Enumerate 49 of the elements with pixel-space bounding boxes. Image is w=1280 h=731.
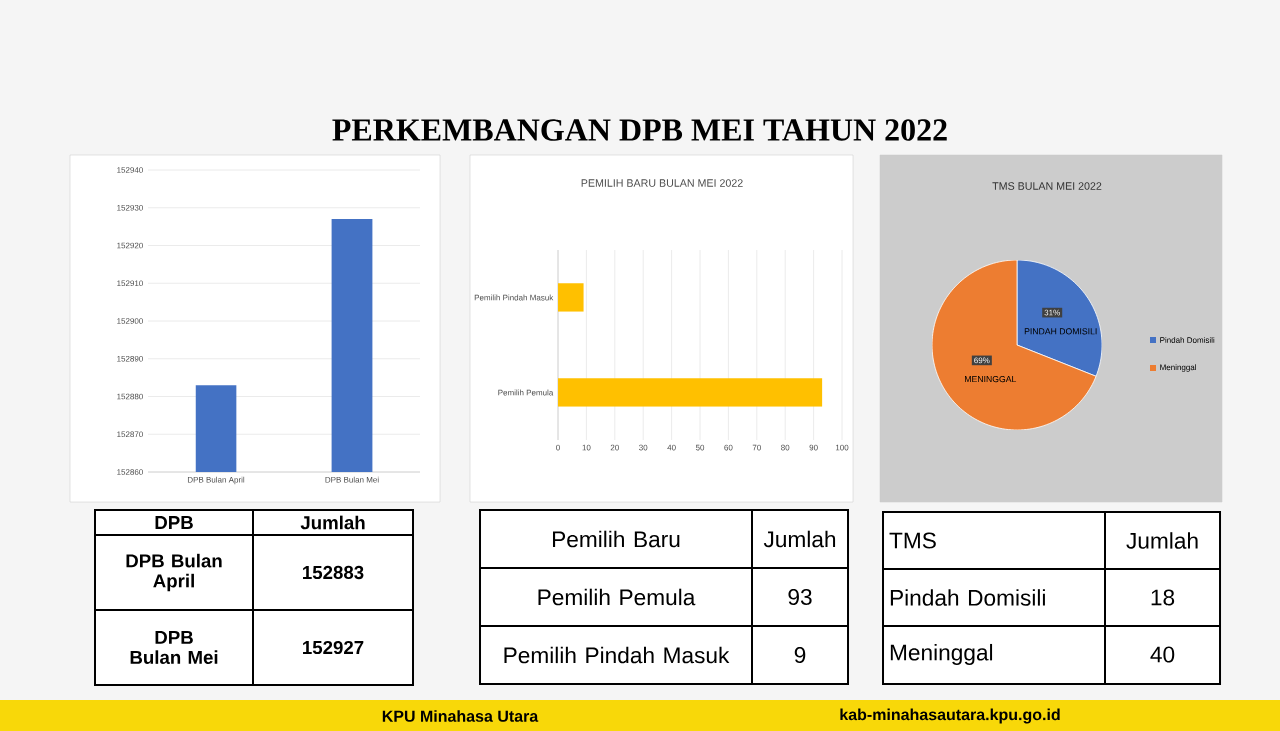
text: Meninggal (890, 643, 993, 666)
text: Pemilih Pindah Masuk (504, 646, 730, 664)
text: DPB Bulan April (126, 553, 222, 592)
text: 93 (788, 588, 812, 606)
text: PERKEMBANGAN DPB MEI TAHUN 2022 (332, 119, 947, 141)
legend-label: Pindah Domisili (1160, 337, 1215, 343)
text: 18 (1151, 589, 1175, 606)
text: Jumlah (763, 530, 836, 548)
text: PINDAH DOMISILI (1024, 328, 1097, 335)
x-tick-label: 40 (667, 444, 676, 451)
y-tick-label: 152880 (117, 393, 143, 400)
x-tick-label: 100 (835, 444, 849, 451)
x-tick-label: 30 (639, 444, 648, 451)
text: TMS (889, 532, 936, 549)
legend-label: Meninggal (1160, 364, 1196, 372)
text: 152927 (303, 640, 364, 655)
y-tick-label: 152930 (117, 204, 143, 211)
y-tick-label: 152920 (117, 242, 143, 249)
text: Jumlah (300, 515, 365, 530)
chart-title: TMS BULAN MEI 2022 (992, 182, 1102, 190)
x-tick-label: 20 (610, 444, 619, 451)
text: 40 (1150, 646, 1175, 663)
x-tick-label: 60 (724, 444, 733, 451)
text: DPB Bulan Mei (130, 631, 218, 665)
y-tick-label: 152910 (117, 280, 143, 287)
text: Pindah Domisili (890, 589, 1045, 606)
y-tick-label: 152860 (117, 469, 143, 475)
x-tick-label: 0 (556, 444, 560, 451)
text: kab-minahasautara.kpu.go.id (840, 708, 1060, 724)
text: KPU Minahasa Utara (382, 710, 539, 722)
y-tick-label: 152870 (117, 431, 143, 438)
x-tick-label: 80 (781, 444, 790, 451)
y-tick-label: 152940 (117, 167, 143, 173)
x-tick-label: 70 (752, 444, 761, 451)
chart-title: PEMILIH BARU BULAN MEI 2022 (581, 179, 743, 187)
text: MENINGGAL (965, 376, 1017, 383)
text: Pemilih Baru (552, 530, 680, 548)
text: DPB (155, 516, 193, 529)
x-tick-label: 50 (695, 444, 705, 451)
data-label: 31% (1044, 309, 1060, 316)
text: 9 (794, 646, 806, 664)
text: 152883 (303, 565, 364, 580)
x-tick-label: 10 (582, 444, 591, 451)
text: Jumlah (1126, 532, 1198, 549)
y-tick-label: 152890 (117, 355, 143, 362)
text: Pemilih Pemula (538, 588, 696, 606)
y-tick-label: 152900 (117, 318, 143, 324)
x-tick-label: 90 (809, 444, 818, 451)
data-label: 69% (974, 357, 990, 364)
